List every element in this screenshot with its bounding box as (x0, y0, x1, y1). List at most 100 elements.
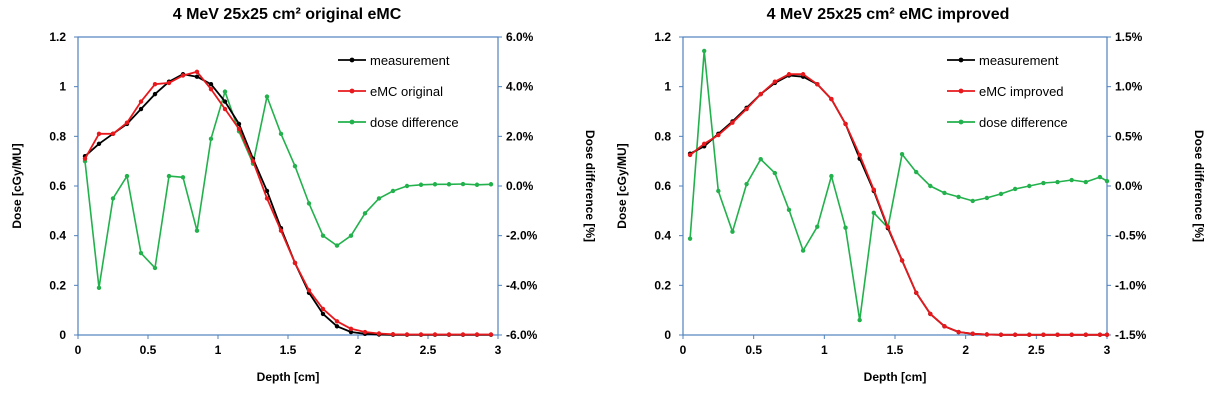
data-point (1104, 178, 1110, 184)
data-point (334, 243, 340, 248)
data-point (744, 181, 749, 187)
data-point (208, 136, 214, 142)
y2-tick-label: -1.0% (1115, 278, 1147, 292)
data-point (320, 233, 326, 238)
y-tick-label: 0 (664, 328, 671, 342)
x-tick-label: 1.5 (887, 343, 904, 357)
series-line (84, 90, 492, 289)
data-point (800, 72, 806, 77)
data-point (418, 332, 424, 337)
data-point (786, 207, 792, 213)
data-point (998, 191, 1004, 197)
y2-tick-label: 2.0% (506, 129, 534, 143)
data-point (180, 73, 186, 78)
data-point (348, 233, 354, 238)
data-point (138, 106, 144, 112)
data-point (404, 332, 410, 337)
y-tick-label: 1.2 (49, 30, 66, 44)
y-tick-label: 0.8 (49, 129, 66, 143)
data-point (362, 329, 368, 335)
data-point (96, 141, 102, 146)
data-point (390, 188, 396, 194)
chart-title: 4 MeV 25x25 cm² eMC improved (767, 6, 1010, 23)
data-point (460, 332, 466, 337)
data-point (222, 89, 228, 94)
x-tick-label: 0 (680, 343, 687, 357)
data-point (152, 81, 158, 87)
data-point (250, 158, 256, 164)
data-point (1027, 332, 1032, 337)
data-point (306, 201, 312, 206)
x-tick-label: 2 (355, 343, 362, 357)
data-point (376, 331, 382, 336)
y2-tick-label: 1.0% (1115, 80, 1143, 94)
data-point (432, 332, 438, 337)
x-tick-label: 0.5 (140, 343, 157, 357)
y2-axis-label: Dose difference [%] (1192, 130, 1206, 242)
y2-tick-label: 0.0% (1115, 179, 1143, 193)
data-point (914, 290, 919, 295)
data-point (166, 80, 172, 86)
data-point (404, 183, 410, 189)
data-point (446, 182, 452, 187)
legend-marker (958, 57, 964, 63)
data-point (488, 182, 494, 187)
data-point (730, 120, 735, 125)
legend-label: measurement (979, 53, 1059, 68)
x-tick-label: 2.5 (420, 343, 437, 357)
data-point (843, 121, 848, 127)
x-tick-label: 0 (75, 343, 82, 357)
data-point (432, 182, 438, 187)
data-point (1069, 332, 1074, 337)
data-point (110, 131, 116, 137)
y2-tick-label: 6.0% (506, 30, 534, 44)
x-axis-label: Depth [cm] (257, 370, 320, 384)
y-tick-label: 0.4 (49, 229, 66, 243)
y2-tick-label: -1.5% (1115, 328, 1147, 342)
data-point (1083, 332, 1089, 337)
data-point (152, 91, 158, 97)
data-point (843, 225, 848, 230)
data-point (1104, 332, 1110, 337)
x-tick-label: 1 (821, 343, 828, 357)
data-point (772, 79, 778, 84)
y-tick-label: 0.4 (654, 229, 671, 243)
data-point (166, 173, 172, 179)
data-point (1097, 174, 1103, 180)
data-point (152, 265, 158, 271)
series-line (689, 73, 1107, 336)
data-point (928, 311, 933, 317)
y2-tick-label: 4.0% (506, 80, 534, 94)
y-tick-label: 0.6 (49, 179, 66, 193)
series-dose-difference (82, 89, 494, 291)
data-point (264, 94, 270, 99)
x-tick-label: 3 (495, 343, 502, 357)
series-emc-improved (687, 72, 1110, 337)
y2-tick-label: -2.0% (506, 229, 538, 243)
series-line (84, 70, 491, 336)
data-point (716, 132, 721, 138)
legend-label: measurement (370, 53, 450, 68)
data-point (857, 152, 862, 158)
data-point (730, 229, 735, 234)
legend-label: dose difference (370, 115, 459, 130)
data-point (292, 163, 298, 169)
y-tick-label: 0.8 (654, 129, 671, 143)
data-point (1027, 183, 1032, 189)
data-point (110, 196, 116, 201)
data-point (984, 195, 990, 201)
data-point (1083, 179, 1089, 185)
data-point (1055, 332, 1060, 337)
series-line (84, 73, 491, 336)
y-axis-label: Dose [cGy/MU] (615, 143, 629, 228)
data-point (956, 194, 961, 200)
data-point (446, 332, 452, 337)
data-point (829, 173, 834, 179)
y2-tick-label: 0.0% (506, 179, 534, 193)
y-tick-label: 1 (664, 80, 671, 94)
data-point (208, 81, 214, 87)
data-point (376, 196, 382, 201)
series-emc-original (82, 69, 494, 337)
data-point (138, 250, 144, 256)
